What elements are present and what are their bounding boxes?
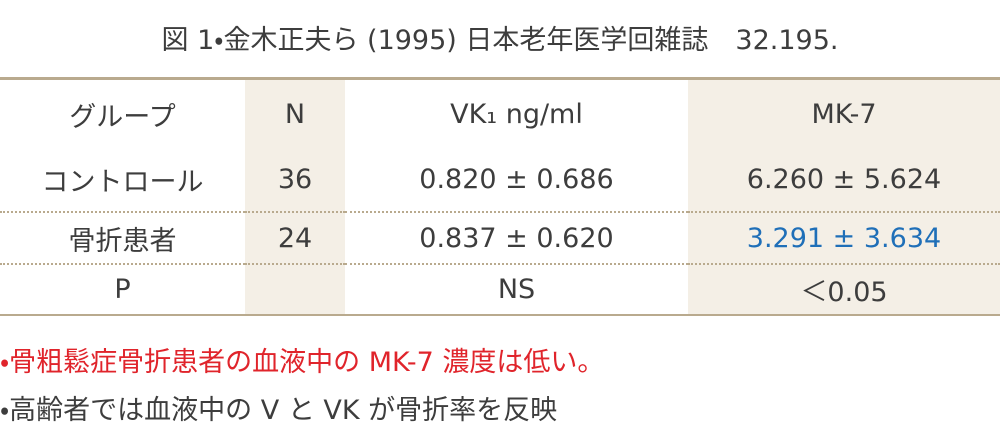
header-cell: VK₁ ng/ml — [450, 98, 583, 130]
header-cell: グループ — [69, 101, 176, 133]
header-cell: N — [245, 78, 345, 148]
note: ・骨粗鬆症骨折患者の血液中の MK-7 濃度は低い。 — [0, 347, 605, 378]
cell: 0.837 ± 0.620 — [345, 212, 688, 265]
cell: 3.291 ± 3.634 — [688, 212, 1000, 265]
title: 図 1・金木正夫ら (1995) 日本老年医学回雑誌 32.195. — [161, 25, 839, 56]
empty-cell — [245, 264, 345, 315]
cell: 36 — [245, 148, 345, 213]
header-row: グループ N VK₁ ng/ml MK-7 — [0, 78, 1000, 148]
data-table: グループ N VK₁ ng/ml MK-7 コントロール 36 0.820 ± … — [0, 77, 1000, 316]
cell: コントロール — [0, 148, 245, 213]
cell: 骨折患者 — [0, 212, 245, 265]
table-row: 骨折患者 24 0.837 ± 0.620 3.291 ± 3.634 — [0, 212, 1000, 265]
cell: 6.260 ± 5.624 — [688, 148, 1000, 213]
note: ・高齢者では血液中の V と VK が骨折率を反映 — [0, 395, 558, 426]
cell: NS — [497, 274, 536, 305]
cell: ＜0.05 — [688, 264, 1000, 315]
table-row: コントロール 36 0.820 ± 0.686 6.260 ± 5.624 — [0, 148, 1000, 213]
header-cell: MK-7 — [688, 78, 1000, 148]
cell: P — [114, 274, 131, 305]
cell: 0.820 ± 0.686 — [345, 148, 688, 213]
table-row: P NS ＜0.05 — [0, 264, 1000, 315]
cell: 24 — [245, 212, 345, 265]
